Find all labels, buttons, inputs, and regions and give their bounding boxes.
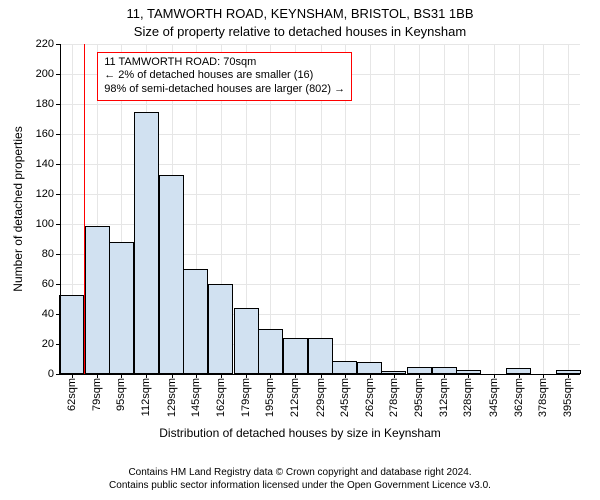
grid-line <box>494 44 495 374</box>
x-tick-label: 195sqm <box>264 378 276 417</box>
x-tick-label: 328sqm <box>462 378 474 417</box>
histogram-bar <box>159 175 184 375</box>
grid-line <box>519 44 520 374</box>
x-tick-label: 362sqm <box>513 378 525 417</box>
histogram-bar <box>85 226 110 375</box>
x-axis-line <box>60 374 580 375</box>
grid-line <box>444 44 445 374</box>
annotation-line: 11 TAMWORTH ROAD: 70sqm <box>104 56 345 70</box>
grid-line <box>468 44 469 374</box>
x-tick-label: 212sqm <box>289 378 301 417</box>
x-tick-label: 145sqm <box>190 378 202 417</box>
chart-title-main: 11, TAMWORTH ROAD, KEYNSHAM, BRISTOL, BS… <box>0 6 600 21</box>
x-tick-label: 179sqm <box>240 378 252 417</box>
x-tick-label: 129sqm <box>166 378 178 417</box>
annotation-box: 11 TAMWORTH ROAD: 70sqm← 2% of detached … <box>97 52 352 101</box>
histogram-bar <box>432 367 457 375</box>
x-tick-label: 162sqm <box>215 378 227 417</box>
histogram-bar <box>109 242 134 374</box>
x-tick-label: 395sqm <box>562 378 574 417</box>
y-axis-line <box>60 44 61 374</box>
x-tick-label: 378sqm <box>537 378 549 417</box>
x-tick-label: 229sqm <box>315 378 327 417</box>
x-tick-label: 345sqm <box>488 378 500 417</box>
annotation-line: 98% of semi-detached houses are larger (… <box>104 83 345 97</box>
histogram-bar <box>308 338 333 374</box>
grid-line <box>370 44 371 374</box>
x-tick-label: 262sqm <box>364 378 376 417</box>
histogram-bar <box>59 295 84 375</box>
x-tick-label: 62sqm <box>66 378 78 411</box>
histogram-bar <box>208 284 233 374</box>
grid-line <box>394 44 395 374</box>
reference-line <box>84 44 85 374</box>
histogram-bar <box>258 329 283 374</box>
histogram-bar <box>234 308 259 374</box>
x-tick-label: 79sqm <box>91 378 103 411</box>
x-tick-label: 295sqm <box>413 378 425 417</box>
grid-line <box>419 44 420 374</box>
histogram-bar <box>332 361 357 375</box>
x-tick-label: 95sqm <box>115 378 127 411</box>
annotation-line: ← 2% of detached houses are smaller (16) <box>104 69 345 83</box>
grid-line <box>543 44 544 374</box>
x-axis-label: Distribution of detached houses by size … <box>0 426 600 440</box>
x-tick-label: 245sqm <box>339 378 351 417</box>
histogram-bar <box>357 362 382 374</box>
y-axis-label: Number of detached properties <box>11 126 25 291</box>
histogram-bar <box>407 367 432 375</box>
footer-line-2: Contains public sector information licen… <box>0 479 600 492</box>
chart-title-sub: Size of property relative to detached ho… <box>0 24 600 39</box>
footer-attribution: Contains HM Land Registry data © Crown c… <box>0 466 600 492</box>
grid-line <box>568 44 569 374</box>
x-tick-label: 278sqm <box>388 378 400 417</box>
histogram-bar <box>283 338 308 374</box>
x-tick-label: 112sqm <box>140 378 152 416</box>
x-tick-label: 312sqm <box>438 378 450 417</box>
footer-line-1: Contains HM Land Registry data © Crown c… <box>0 466 600 479</box>
histogram-plot: 02040608010012014016018020022062sqm79sqm… <box>60 44 580 374</box>
histogram-bar <box>183 269 208 374</box>
histogram-bar <box>134 112 159 375</box>
